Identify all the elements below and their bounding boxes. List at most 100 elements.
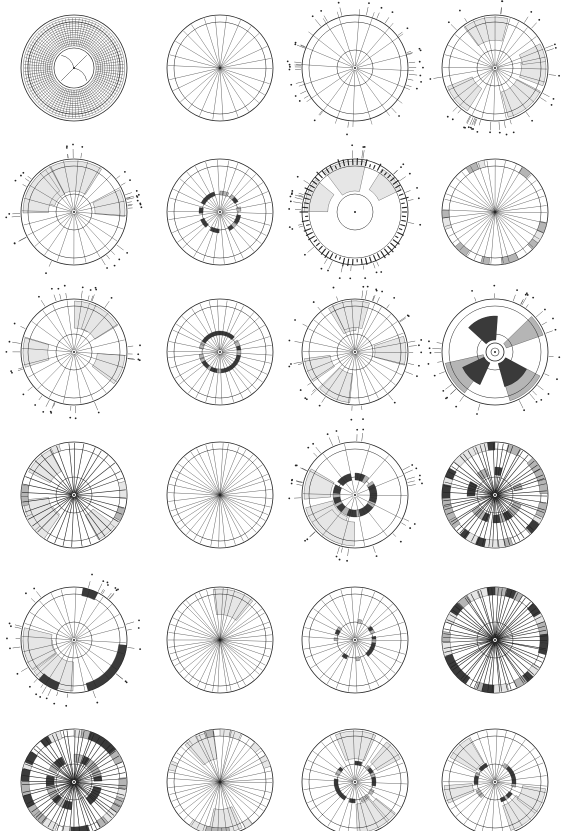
label-mark	[411, 464, 413, 466]
label-tick	[409, 62, 415, 63]
ray	[76, 213, 117, 241]
text-mark	[397, 232, 403, 235]
label-tick	[399, 317, 406, 322]
label-mark	[138, 194, 140, 196]
inner-band-segment	[371, 777, 376, 782]
ray	[296, 64, 353, 68]
label-mark	[65, 705, 67, 707]
ray	[220, 214, 224, 264]
shaded-sector	[92, 354, 125, 384]
ray	[355, 9, 360, 66]
label-tick	[465, 18, 467, 22]
ray	[200, 68, 220, 116]
text-mark	[306, 225, 310, 226]
ray	[176, 324, 218, 351]
label-mark	[506, 134, 508, 136]
label-tick	[109, 593, 114, 599]
label-tick	[88, 581, 90, 588]
label-mark	[5, 216, 7, 218]
outer-band-segment	[250, 742, 261, 753]
label-tick	[315, 19, 321, 26]
label-mark	[471, 290, 473, 292]
ray	[497, 495, 546, 503]
label-mark	[364, 146, 366, 148]
grid-spoke	[93, 80, 117, 95]
label-mark	[106, 267, 108, 269]
label-tick	[31, 598, 35, 602]
label-tick	[318, 307, 321, 310]
label-mark	[445, 398, 447, 400]
outer-band-segment	[51, 444, 61, 453]
label-tick	[533, 391, 537, 395]
ray	[304, 341, 353, 352]
ray	[169, 484, 220, 495]
label-mark	[306, 398, 308, 400]
ray	[220, 640, 246, 685]
label-tick	[25, 178, 29, 181]
inner-band-segment	[356, 657, 360, 661]
label-tick	[387, 305, 390, 309]
label-mark	[22, 394, 24, 396]
text-mark	[377, 253, 379, 257]
ray	[311, 783, 353, 810]
ray	[220, 68, 265, 95]
ray	[22, 781, 72, 782]
label-mark	[46, 698, 48, 700]
ray	[495, 212, 546, 223]
label-tick	[408, 363, 414, 364]
label-tick	[403, 466, 410, 470]
label-tick	[409, 346, 417, 347]
shaded-sector	[335, 731, 375, 761]
label-tick	[366, 7, 368, 15]
label-tick	[392, 108, 397, 113]
label-tick	[510, 120, 511, 124]
ray	[61, 590, 73, 638]
inner-band-segment	[199, 207, 203, 213]
label-tick	[348, 122, 349, 128]
label-tick	[94, 402, 97, 410]
radial-diagram-3	[287, 2, 424, 136]
ray	[217, 300, 220, 350]
ray	[355, 497, 364, 546]
center-point	[494, 639, 496, 641]
ray	[220, 68, 238, 117]
label-mark	[430, 352, 432, 354]
inner-band-segment	[333, 493, 340, 498]
label-tick	[18, 237, 26, 241]
label-tick	[295, 198, 303, 200]
ray	[307, 69, 354, 102]
label-mark	[414, 523, 416, 525]
label-tick	[406, 85, 411, 87]
label-mark	[419, 75, 421, 77]
text-mark	[399, 229, 402, 230]
label-mark	[530, 11, 532, 13]
radial-diagram-14	[167, 442, 273, 548]
ray	[74, 642, 85, 691]
label-tick	[450, 389, 455, 394]
label-mark	[66, 145, 68, 147]
ray	[168, 782, 220, 788]
label-tick	[408, 222, 414, 223]
label-mark	[304, 254, 306, 256]
label-mark	[555, 47, 557, 49]
label-mark	[129, 179, 131, 181]
ray	[220, 635, 272, 640]
label-tick	[409, 74, 417, 75]
label-mark	[418, 344, 420, 346]
label-tick	[337, 547, 339, 554]
ray	[495, 731, 506, 780]
ray	[495, 642, 501, 692]
label-mark	[314, 119, 316, 121]
label-tick	[362, 291, 363, 299]
label-mark	[39, 696, 41, 698]
label-tick	[365, 290, 367, 299]
label-mark	[295, 95, 297, 97]
label-tick	[294, 362, 302, 364]
label-mark	[476, 131, 478, 133]
label-mark	[536, 401, 538, 403]
label-tick	[128, 204, 133, 205]
label-tick	[41, 300, 45, 306]
ray	[53, 305, 74, 351]
label-mark	[420, 351, 422, 353]
ray	[220, 743, 255, 782]
